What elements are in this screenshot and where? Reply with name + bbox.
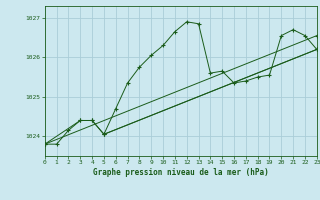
X-axis label: Graphe pression niveau de la mer (hPa): Graphe pression niveau de la mer (hPa) [93, 168, 269, 177]
